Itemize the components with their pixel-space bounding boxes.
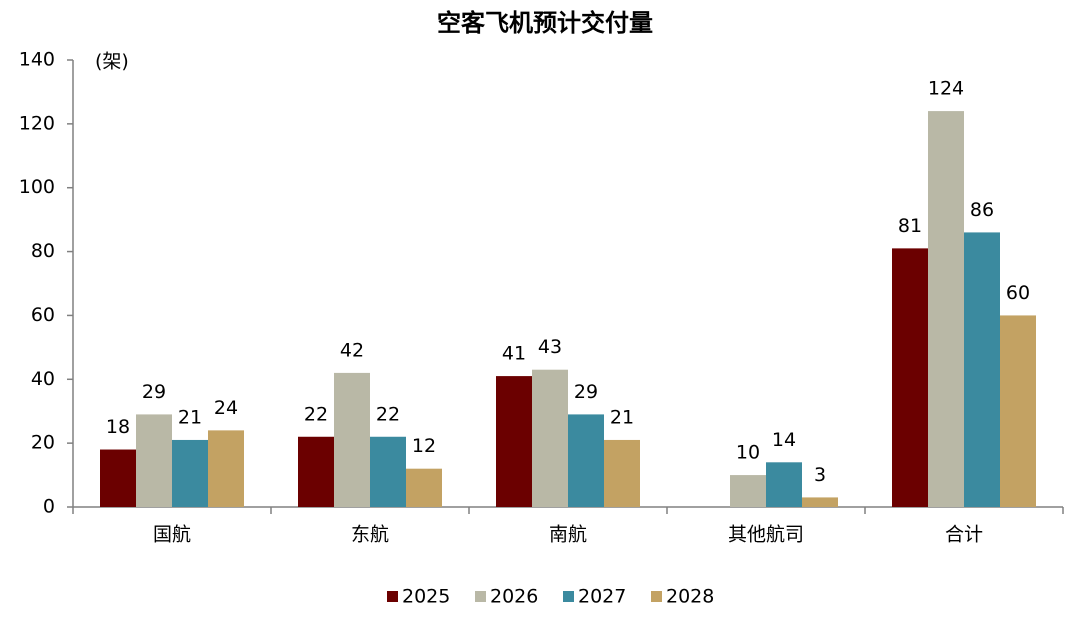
bar (136, 414, 172, 507)
value-label: 24 (214, 397, 238, 419)
value-label: 10 (736, 442, 760, 464)
value-label: 12 (412, 435, 436, 457)
bar (802, 497, 838, 507)
bar (496, 376, 532, 507)
value-label: 22 (304, 403, 328, 425)
value-label: 14 (772, 429, 796, 451)
value-label: 124 (928, 78, 964, 100)
x-tick-label: 国航 (153, 524, 191, 546)
bar (532, 369, 568, 507)
value-label: 29 (142, 381, 166, 403)
value-label: 22 (376, 403, 400, 425)
value-label: 81 (898, 215, 922, 237)
bar (1000, 315, 1036, 507)
value-label: 41 (502, 343, 526, 365)
bar (334, 372, 370, 507)
legend-swatch (651, 591, 662, 602)
legend-swatch (475, 591, 486, 602)
y-tick-label: 100 (19, 176, 55, 198)
bar (928, 111, 964, 507)
value-label: 3 (814, 464, 826, 486)
y-tick-label: 20 (31, 432, 55, 454)
legend-swatch (563, 591, 574, 602)
bar (730, 475, 766, 507)
value-label: 42 (340, 339, 364, 361)
chart-title: 空客飞机预计交付量 (437, 9, 653, 37)
legend-swatch (387, 591, 398, 602)
bar (298, 436, 334, 507)
legend-label: 2026 (490, 586, 538, 608)
x-tick-label: 合计 (945, 524, 983, 546)
y-tick-label: 140 (19, 49, 55, 71)
legend-label: 2028 (666, 586, 714, 608)
value-label: 86 (970, 199, 994, 221)
x-tick-label: 南航 (549, 524, 587, 546)
y-tick-label: 0 (43, 496, 55, 518)
value-label: 21 (178, 406, 202, 428)
bar (892, 248, 928, 507)
y-unit-label: (架) (95, 51, 129, 73)
value-label: 29 (574, 381, 598, 403)
bar (964, 232, 1000, 507)
value-label: 21 (610, 406, 634, 428)
bar (172, 439, 208, 507)
bar (766, 462, 802, 507)
value-label: 43 (538, 336, 562, 358)
bar (370, 436, 406, 507)
y-tick-label: 40 (31, 368, 55, 390)
bar (100, 449, 136, 507)
legend-label: 2027 (578, 586, 626, 608)
bar (406, 468, 442, 507)
y-tick-label: 60 (31, 304, 55, 326)
bar (208, 430, 244, 507)
value-label: 60 (1006, 282, 1030, 304)
legend-label: 2025 (402, 586, 450, 608)
value-label: 18 (106, 416, 130, 438)
bar (568, 414, 604, 507)
y-tick-label: 120 (19, 112, 55, 134)
x-tick-label: 东航 (351, 524, 389, 546)
y-tick-label: 80 (31, 240, 55, 262)
x-tick-label: 其他航司 (728, 524, 804, 546)
bar (604, 439, 640, 507)
